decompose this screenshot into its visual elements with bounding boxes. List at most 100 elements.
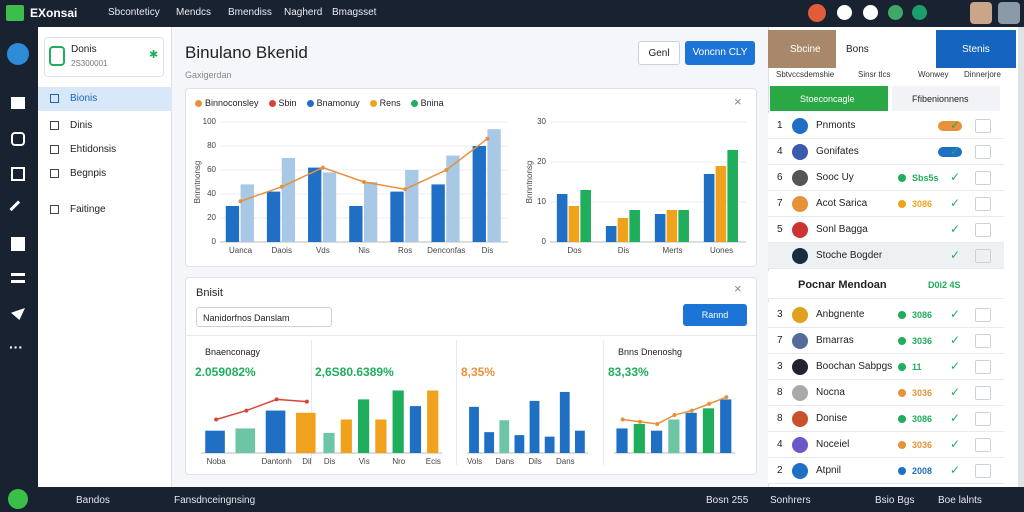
rail-icon[interactable] [11,237,25,251]
bar [357,399,370,453]
rail-icon[interactable] [11,308,25,320]
legend-swatch [306,99,314,107]
bar [405,170,419,242]
rail-icon[interactable] [11,132,25,146]
row-icon [792,307,808,323]
rank: 5 [777,224,783,235]
icon[interactable] [912,5,927,20]
point [403,187,408,192]
close[interactable]: × [734,94,742,109]
row-box[interactable] [975,197,991,211]
footer-link[interactable]: Fansdnceingnsing [174,495,256,506]
rail-icon[interactable] [11,97,25,109]
row-box[interactable] [975,438,991,452]
row-box[interactable] [975,119,991,133]
rail-logo[interactable] [7,43,29,65]
line [215,398,307,421]
rail-icon[interactable] [11,273,25,283]
bar [472,146,486,242]
menu-item[interactable]: Dinis [70,120,93,131]
footer-link[interactable]: Bandos [76,495,110,506]
row-box[interactable] [975,412,991,426]
point [485,136,490,141]
menu-item[interactable]: Begnpis [70,168,107,179]
x-tick-label: Dis [482,246,494,255]
check: ✓ [950,411,961,425]
filter[interactable]: Stoeconcagle [770,86,888,111]
search[interactable]: Nanidorfnos Danslam [196,307,332,327]
x-tick-label: Dis [324,457,336,466]
y-axis-label: Bnnntnonsg [193,161,202,204]
row-box[interactable] [975,334,991,348]
row-icon [792,333,808,349]
x-tick-label: Ecis [426,457,441,466]
status-dot [898,363,906,371]
divider [311,340,312,465]
row-name: Gonifates [816,146,859,157]
chart-title: Bnaenconagy [205,347,261,357]
tab[interactable]: Stenis [936,30,1016,68]
tab[interactable]: Sbcine [768,30,836,68]
menu-item[interactable]: Ehtidonsis [70,144,117,155]
bar [265,410,286,453]
menu-item[interactable]: Faitinge [70,204,106,215]
row-box[interactable] [975,360,991,374]
icon[interactable] [888,5,903,20]
button[interactable]: Voncnn CLY [685,41,755,65]
point [620,417,625,422]
menu-item[interactable]: Bionis [38,87,172,111]
row-name: Sonl Bagga [816,224,868,235]
nav-item[interactable]: Nagherd [284,7,323,18]
footer-link[interactable]: Sonhrers [770,495,811,506]
bar [727,150,738,242]
row-value: 2008 [912,466,933,476]
button[interactable]: Rannd [683,304,747,326]
filter[interactable]: Ffibenionnens [892,86,1000,111]
icon[interactable] [837,5,852,20]
row-name: Nocna [816,387,845,398]
status-dot [898,311,906,319]
row-box[interactable] [975,223,991,237]
page-title: Binulano Bkenid [185,43,308,62]
button[interactable]: Genl [638,41,680,65]
x-tick-label: Dils [528,457,541,466]
legend-swatch [410,99,418,107]
row-name: Donise [816,413,848,424]
row-value: 3086 [912,310,933,320]
avatar[interactable] [998,2,1020,24]
nav-item[interactable]: Sbconteticy [108,7,160,18]
rail-icon[interactable] [9,200,27,218]
point [707,401,712,406]
row-box[interactable] [975,249,991,263]
footer-link[interactable]: Bsio Bgs [875,495,915,506]
rail-icon[interactable] [11,167,25,181]
rail-more[interactable]: ··· [9,339,23,355]
badge [938,121,962,131]
icon[interactable] [863,5,878,20]
point [637,419,642,424]
tab[interactable]: Bons [846,44,869,55]
x-tick-label: Dis [618,246,630,255]
divider [603,340,604,465]
row-box[interactable] [975,145,991,159]
account-card[interactable]: Donis 2S300001 ✱ [44,37,164,77]
nav-item[interactable]: Mendcs [176,7,212,18]
footer-link[interactable]: Bosn 255 [706,495,749,506]
chart [614,395,735,454]
row-box[interactable] [975,464,991,478]
y-tick-label: 0 [212,237,217,246]
close[interactable]: × [734,281,742,296]
row-box[interactable] [975,386,991,400]
nav-item[interactable]: Bmendiss [228,7,272,18]
avatar[interactable] [970,2,992,24]
nav-item[interactable]: Bmagsset [332,7,377,18]
point [444,168,449,172]
row-box[interactable] [975,171,991,185]
row-box[interactable] [975,308,991,322]
rank: 7 [777,198,783,209]
footer-link[interactable]: Boe lalnts [938,495,982,506]
icon[interactable] [808,4,826,22]
row-icon [792,118,808,134]
list-row[interactable] [768,191,1004,217]
column-label: Wonwey [918,70,949,79]
